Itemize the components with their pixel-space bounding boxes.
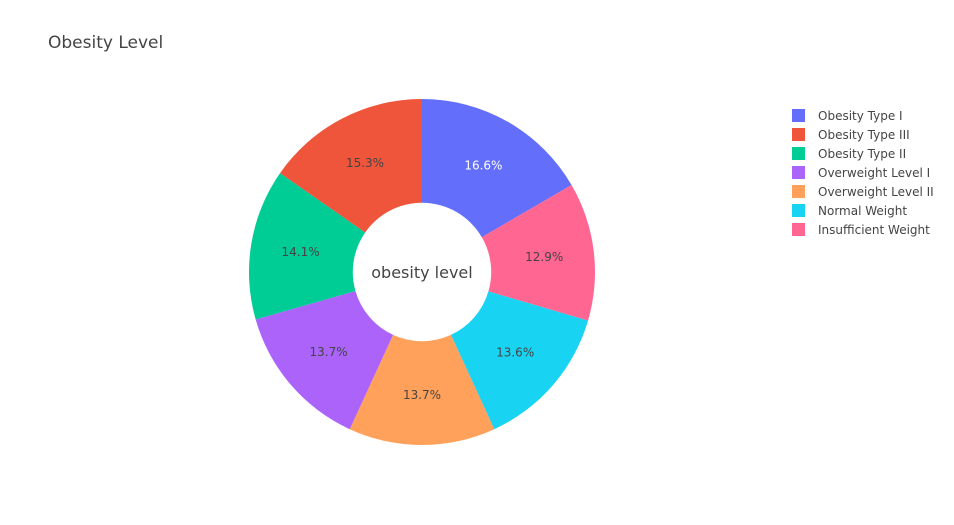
legend-label: Overweight Level I bbox=[818, 165, 931, 180]
center-annotation: obesity level bbox=[371, 263, 472, 282]
donut-slice-obesity-type-ii[interactable] bbox=[248, 173, 366, 320]
legend-swatch bbox=[792, 166, 805, 179]
legend-swatch bbox=[792, 128, 805, 141]
legend-item-obesity-type-iii[interactable]: Obesity Type III bbox=[792, 125, 934, 144]
slice-label-normal-weight: 13.6% bbox=[496, 345, 534, 359]
donut-slice-obesity-type-i[interactable] bbox=[422, 99, 572, 238]
legend-label: Overweight Level II bbox=[818, 184, 934, 199]
slice-label-insufficient-weight: 12.9% bbox=[525, 250, 563, 264]
legend-label: Insufficient Weight bbox=[818, 222, 930, 237]
slice-label-obesity-type-i: 16.6% bbox=[464, 158, 502, 172]
legend-item-obesity-type-i[interactable]: Obesity Type I bbox=[792, 106, 934, 125]
legend-swatch bbox=[792, 185, 805, 198]
slice-labels: 16.6% 12.9% 13.6% 13.7% 13.7% 14.1% 15.3% bbox=[282, 156, 564, 402]
legend-label: Normal Weight bbox=[818, 203, 908, 218]
legend-item-normal-weight[interactable]: Normal Weight bbox=[792, 201, 934, 220]
donut-slice-insufficient-weight[interactable] bbox=[481, 185, 595, 321]
chart-title: Obesity Level bbox=[48, 33, 164, 53]
donut-slice-overweight-level-i[interactable] bbox=[255, 291, 394, 430]
donut-slice-normal-weight[interactable] bbox=[450, 291, 589, 430]
legend-swatch bbox=[792, 223, 805, 236]
slice-label-obesity-type-iii: 15.3% bbox=[346, 156, 384, 170]
donut-slice-obesity-type-iii[interactable] bbox=[280, 99, 422, 233]
legend-item-insufficient-weight[interactable]: Insufficient Weight bbox=[792, 220, 934, 239]
slice-label-overweight-level-ii: 13.7% bbox=[403, 388, 441, 402]
slice-label-obesity-type-ii: 14.1% bbox=[282, 245, 320, 259]
legend-swatch bbox=[792, 204, 805, 217]
legend-item-overweight-level-i[interactable]: Overweight Level I bbox=[792, 163, 934, 182]
legend: Obesity Type I Obesity Type III Obesity Ty… bbox=[792, 106, 934, 239]
legend-label: Obesity Type III bbox=[818, 127, 910, 142]
donut-slice-overweight-level-ii[interactable] bbox=[349, 334, 495, 445]
legend-item-obesity-type-ii[interactable]: Obesity Type II bbox=[792, 144, 934, 163]
legend-label: Obesity Type I bbox=[818, 108, 903, 123]
slice-label-overweight-level-i: 13.7% bbox=[310, 345, 348, 359]
legend-swatch bbox=[792, 147, 805, 160]
legend-swatch bbox=[792, 109, 805, 122]
donut-slices bbox=[248, 99, 595, 445]
legend-label: Obesity Type II bbox=[818, 146, 907, 161]
legend-item-overweight-level-ii[interactable]: Overweight Level II bbox=[792, 182, 934, 201]
